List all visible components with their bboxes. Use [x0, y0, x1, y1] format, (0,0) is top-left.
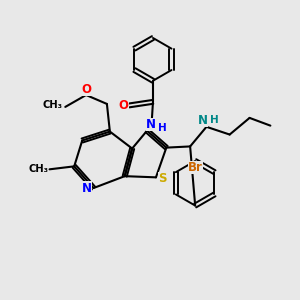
Text: N: N — [146, 118, 156, 130]
Text: H: H — [210, 115, 219, 125]
Text: N: N — [198, 114, 208, 127]
Text: O: O — [81, 83, 91, 96]
Text: CH₃: CH₃ — [43, 100, 63, 110]
Text: Br: Br — [188, 161, 203, 174]
Text: CH₃: CH₃ — [28, 164, 48, 174]
Text: N: N — [82, 182, 92, 194]
Text: S: S — [158, 172, 167, 185]
Text: H: H — [158, 123, 167, 133]
Text: O: O — [119, 99, 129, 112]
